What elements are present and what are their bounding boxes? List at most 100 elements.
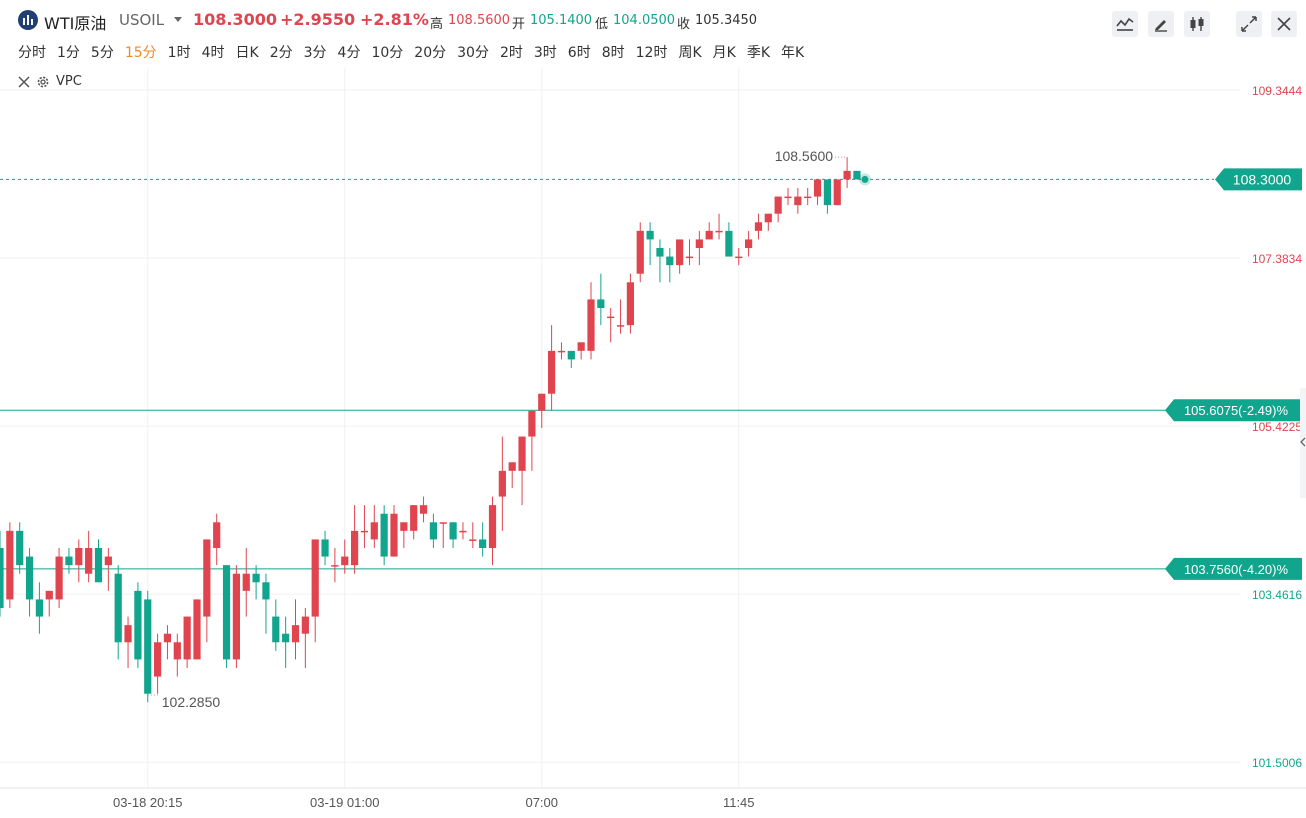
candle-body bbox=[104, 556, 112, 566]
period-tab[interactable]: 1时 bbox=[167, 45, 191, 61]
candle-body bbox=[774, 196, 782, 214]
period-tab[interactable]: 6时 bbox=[567, 45, 591, 61]
fullscreen-button[interactable] bbox=[1236, 11, 1262, 37]
price-change: +2.9550 bbox=[280, 10, 356, 29]
candle-body bbox=[538, 393, 546, 411]
y-tick-label: 105.4225 bbox=[1252, 420, 1302, 434]
period-tab[interactable]: 年K bbox=[781, 45, 805, 61]
candle-body bbox=[548, 350, 556, 394]
draw-button[interactable] bbox=[1148, 11, 1174, 37]
candle-body bbox=[577, 342, 585, 351]
candle-body bbox=[252, 573, 260, 583]
candle-body bbox=[85, 548, 93, 574]
candle-body bbox=[557, 350, 566, 353]
candle-body bbox=[311, 539, 319, 617]
candle-body bbox=[410, 505, 418, 531]
period-tab[interactable]: 2分 bbox=[269, 45, 293, 61]
candle-body bbox=[705, 230, 713, 240]
period-tab[interactable]: 15分 bbox=[124, 45, 157, 61]
period-tab[interactable]: 3时 bbox=[533, 45, 557, 61]
period-tab[interactable]: 分时 bbox=[18, 45, 46, 61]
candle-body bbox=[301, 616, 309, 634]
price-change-pct: +2.81% bbox=[360, 10, 429, 29]
period-tab[interactable]: 周K bbox=[678, 45, 702, 61]
candle-body bbox=[843, 170, 851, 180]
close-button[interactable] bbox=[1271, 11, 1297, 37]
candle-body bbox=[735, 256, 743, 259]
candle-body bbox=[242, 573, 250, 591]
candle-body bbox=[380, 513, 388, 557]
period-tab[interactable]: 12时 bbox=[635, 45, 668, 61]
chevron-left-icon bbox=[1300, 437, 1306, 447]
period-tab[interactable]: 30分 bbox=[457, 45, 489, 61]
period-tabs: 分时 1分 5分 15分 1时 4时 日K 2分 3分 4分 10分 20分 30分 2时 3时 6时 8时 12… bbox=[18, 42, 815, 62]
candle-body bbox=[626, 282, 634, 326]
current-price-tag bbox=[1215, 168, 1302, 191]
indicator-button[interactable] bbox=[1112, 11, 1138, 37]
candle-body bbox=[75, 548, 83, 566]
candle-body bbox=[656, 248, 664, 257]
y-tick-label: 101.5006 bbox=[1252, 756, 1302, 770]
symbol-code[interactable]: USOIL bbox=[119, 11, 165, 29]
candle-body bbox=[183, 616, 191, 660]
close-icon[interactable] bbox=[18, 75, 30, 88]
period-tab[interactable]: 4分 bbox=[337, 45, 361, 61]
candle-body bbox=[508, 462, 516, 471]
candle-body bbox=[636, 230, 644, 274]
quote-header: WTI原油 USOIL 108.3000 +2.9550 +2.81% 高 10… bbox=[0, 0, 1306, 42]
candlestick-chart[interactable]: 109.3444 107.3834 105.4225 103.4616 101.5006… bbox=[0, 68, 1306, 818]
period-tab[interactable]: 月K bbox=[712, 45, 736, 61]
candle-body bbox=[45, 590, 53, 600]
period-tab[interactable]: 4时 bbox=[201, 45, 225, 61]
y-tick-label: 109.3444 bbox=[1252, 84, 1302, 98]
period-tab[interactable]: 季K bbox=[746, 45, 771, 61]
x-tick-label: 03-18 20:15 bbox=[113, 795, 182, 810]
candle-body bbox=[94, 548, 103, 583]
close-icon bbox=[1277, 17, 1291, 31]
current-price-label: 108.3000 bbox=[1233, 171, 1292, 187]
low-label: 低 bbox=[595, 17, 609, 32]
period-tab[interactable]: 3分 bbox=[303, 45, 327, 61]
candle-body bbox=[35, 599, 43, 617]
period-tab[interactable]: 8时 bbox=[601, 45, 625, 61]
high-annotation: 108.5600 bbox=[775, 148, 834, 164]
candle-body bbox=[676, 239, 684, 266]
symbol-name[interactable]: WTI原油 bbox=[44, 14, 107, 33]
indicator-legend: VPC bbox=[18, 74, 82, 89]
indicator-name[interactable]: VPC bbox=[56, 74, 82, 89]
period-tab[interactable]: 20分 bbox=[414, 45, 447, 61]
period-tab[interactable]: 日K bbox=[235, 45, 259, 61]
candle-body bbox=[282, 633, 290, 643]
close-value: 105.3450 bbox=[695, 13, 758, 28]
candle-body bbox=[341, 556, 349, 566]
candle-body bbox=[725, 230, 733, 257]
candle-body bbox=[646, 230, 654, 240]
candle-body bbox=[25, 556, 34, 600]
high-label: 高 bbox=[430, 17, 444, 32]
gear-icon[interactable] bbox=[36, 75, 50, 89]
candle-body bbox=[390, 513, 398, 557]
chevron-down-icon[interactable] bbox=[174, 17, 182, 22]
candle-body bbox=[370, 522, 378, 540]
period-tab[interactable]: 10分 bbox=[371, 45, 404, 61]
candle-body bbox=[715, 230, 723, 233]
panel-collapse-handle[interactable] bbox=[1300, 388, 1306, 498]
candle-body bbox=[587, 299, 595, 351]
indicator-icon bbox=[1116, 17, 1134, 31]
reference-tag bbox=[1165, 399, 1302, 422]
candle-body bbox=[114, 573, 122, 643]
candle-body bbox=[222, 565, 231, 660]
candle-body bbox=[55, 556, 63, 600]
candle-body bbox=[203, 539, 211, 617]
period-tab[interactable]: 5分 bbox=[90, 45, 114, 61]
period-tab[interactable]: 1分 bbox=[57, 45, 80, 61]
candle-body bbox=[784, 196, 792, 199]
candle-body bbox=[144, 599, 152, 694]
candle-body bbox=[193, 599, 201, 660]
period-tab[interactable]: 2时 bbox=[499, 45, 523, 61]
candle-body bbox=[65, 556, 73, 566]
candle-body bbox=[6, 530, 14, 600]
chart-type-button[interactable] bbox=[1184, 11, 1210, 37]
low-annotation: 102.2850 bbox=[162, 694, 221, 710]
last-price: 108.3000 bbox=[193, 10, 278, 29]
